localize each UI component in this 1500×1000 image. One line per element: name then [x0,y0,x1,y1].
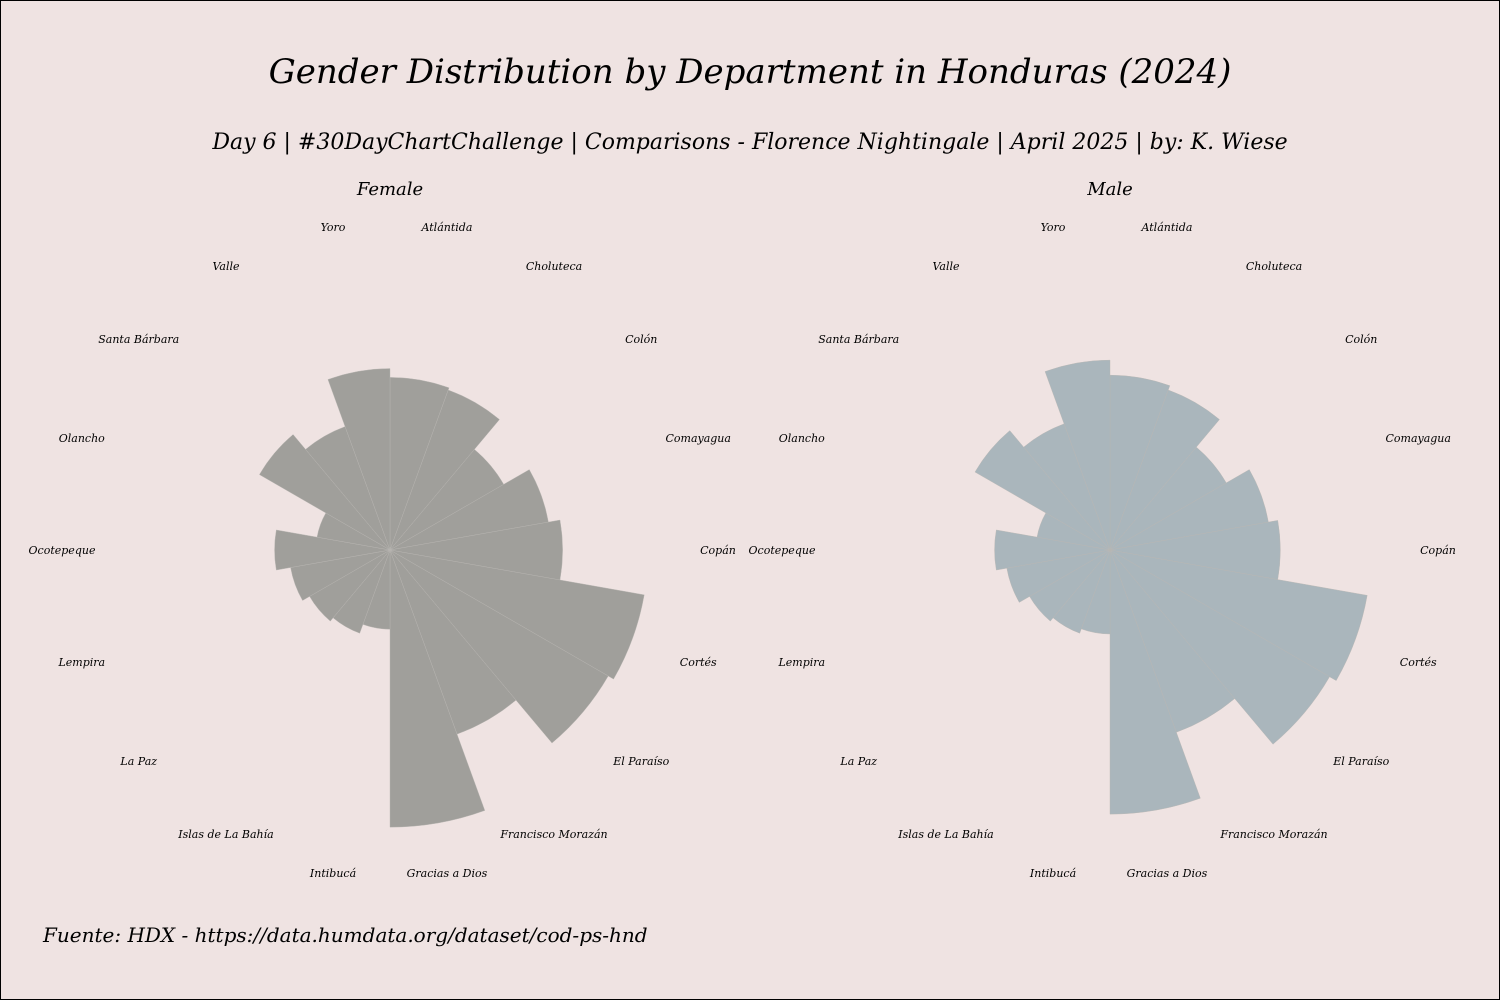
category-label: Copán [1420,544,1456,557]
category-label: Choluteca [1246,260,1302,273]
facet-title: Female [356,179,423,200]
category-label: Colón [1345,333,1377,346]
category-label: Lempira [57,656,105,669]
category-label: El Paraíso [1332,755,1389,768]
category-label: Islas de La Bahía [177,828,273,841]
wedge-female-15 [259,434,391,551]
wedge-male-17 [1044,359,1111,551]
category-label: El Paraíso [612,755,669,768]
category-label: Copán [700,544,736,557]
category-label: Yoro [321,221,346,234]
wedge-male-15 [974,430,1111,551]
category-label: Cortés [680,656,717,669]
chart-subtitle: Day 6 | #30DayChartChallenge | Compariso… [212,130,1288,155]
chart-title: Gender Distribution by Department in Hon… [268,52,1232,92]
wedge-male-5 [1109,549,1368,681]
wedge-female-6 [389,549,609,744]
panel-female: Female Atlántida Choluteca Colón Comayagua Co… [29,179,736,880]
category-label: Yoro [1041,221,1066,234]
facet-title: Male [1086,179,1133,200]
category-label: La Paz [839,755,877,768]
wedge-female-17 [327,368,391,551]
category-label: Valle [932,260,960,273]
chart-caption: Fuente: HDX - https://data.humdata.org/d… [43,923,648,947]
category-label: Francisco Morazán [1219,828,1327,841]
category-label: Comayagua [665,432,730,445]
category-label: Ocotepeque [749,544,816,557]
category-label: Gracias a Dios [1127,867,1208,880]
wedge-female-13 [274,529,391,571]
category-label: Ocotepeque [29,544,96,557]
category-label: Atlántida [1141,221,1193,234]
category-label: Francisco Morazán [499,828,607,841]
wedge-male-13 [994,529,1111,571]
category-label: Lempira [777,656,825,669]
category-label: Islas de La Bahía [897,828,993,841]
category-label: Intibucá [309,867,356,880]
wedge-female-8 [389,549,486,828]
wedge-female-1 [389,389,500,551]
wedge-male-8 [1109,549,1201,815]
category-label: Colón [625,333,657,346]
category-label: Olancho [59,432,105,445]
category-label: Atlántida [421,221,473,234]
wedge-male-6 [1109,549,1330,745]
wedge-male-1 [1109,389,1220,551]
category-label: Santa Bárbara [98,333,179,346]
category-label: Santa Bárbara [818,333,899,346]
category-label: Cortés [1400,656,1437,669]
category-label: Intibucá [1029,867,1076,880]
category-label: Gracias a Dios [407,867,488,880]
category-label: La Paz [119,755,157,768]
panel-male: Male Atlántida Choluteca Colón Comayagua Copá… [749,179,1456,880]
category-label: Olancho [779,432,825,445]
category-label: Choluteca [526,260,582,273]
wedge-female-5 [389,549,645,680]
category-label: Comayagua [1385,432,1450,445]
category-label: Valle [212,260,240,273]
